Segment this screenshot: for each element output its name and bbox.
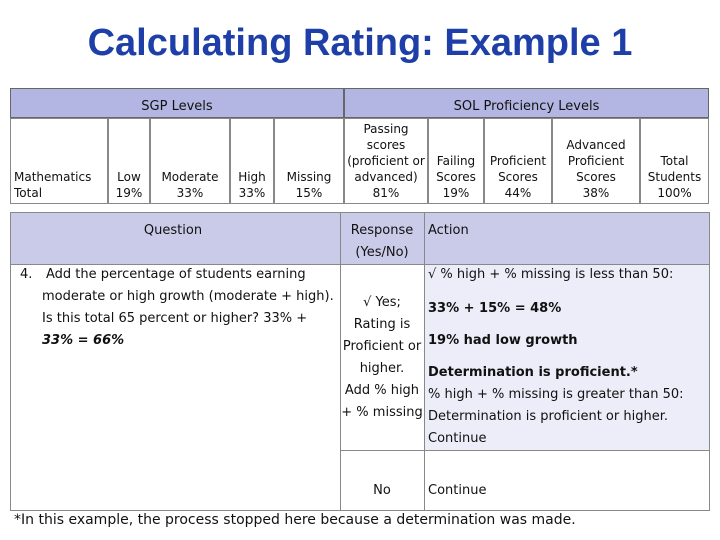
response-yes-line: Add % high [344, 383, 420, 398]
footnote: *In this example, the process stopped he… [14, 512, 576, 528]
col-value: 81% [372, 186, 400, 200]
question-line: moderate or high growth (moderate + high… [42, 289, 334, 304]
question-header-cell [10, 213, 340, 264]
row-label-line: Total [14, 186, 43, 200]
section-divider [10, 212, 710, 213]
col-label: Advanced [566, 138, 626, 152]
col-value: 100% [657, 186, 692, 200]
sol-total: Total Students 100% [640, 118, 709, 204]
response-header-line: Response [350, 223, 414, 238]
col-label: advanced) [354, 170, 418, 184]
action-yes-cell [424, 264, 710, 450]
col-value: 19% [442, 186, 470, 200]
action-line: Determination is proficient or higher. [428, 409, 668, 424]
sol-levels-label: SOL Proficiency Levels [453, 99, 600, 114]
action-line: √ % high + % missing is less than 50: [428, 267, 674, 282]
column-divider [340, 213, 341, 510]
question-line: Add the percentage of students earning [46, 267, 306, 282]
sol-passing: Passing scores (proficient or advanced) … [344, 118, 428, 204]
col-label: Proficient [567, 154, 625, 168]
row-divider [340, 450, 710, 451]
column-divider [10, 213, 11, 510]
sgp-levels-label: SGP Levels [141, 99, 213, 114]
column-divider [709, 213, 710, 510]
col-label: Missing [286, 170, 332, 184]
response-header-cell [340, 213, 424, 264]
page-title: Calculating Rating: Example 1 [87, 22, 633, 64]
question-number: 4. [20, 267, 33, 282]
sol-proficient: Proficient Scores 44% [484, 118, 552, 204]
action-line: 33% + 15% = 48% [428, 301, 562, 316]
response-no: No [373, 483, 391, 498]
col-value: 19% [115, 186, 143, 200]
col-label: scores [366, 138, 406, 152]
sol-levels-header: SOL Proficiency Levels [344, 88, 709, 118]
action-line: 19% had low growth [428, 333, 578, 348]
col-value: 38% [582, 186, 610, 200]
response-yes-line: + % missing [341, 405, 423, 420]
col-label: (proficient or [347, 154, 425, 168]
sol-failing: Failing Scores 19% [428, 118, 484, 204]
col-label: Passing [363, 122, 409, 136]
action-header: Action [428, 223, 469, 238]
sgp-moderate: Moderate 33% [150, 118, 230, 204]
action-line: Continue [428, 431, 487, 446]
col-label: Total [660, 154, 689, 168]
response-yes-line: Rating is [353, 317, 411, 332]
sol-advanced: Advanced Proficient Scores 38% [552, 118, 640, 204]
col-label: Students [647, 170, 702, 184]
row-divider [10, 510, 710, 511]
col-label: Scores [436, 170, 476, 184]
col-label: High [238, 170, 266, 184]
row-label-line: Mathematics [14, 170, 92, 184]
response-yes-line: Proficient or [342, 339, 422, 354]
column-divider [424, 213, 425, 510]
row-label: Mathematics Total [10, 118, 108, 204]
row-divider [10, 264, 710, 265]
question-header: Question [143, 223, 203, 238]
sgp-low: Low 19% [108, 118, 150, 204]
col-label: Scores [498, 170, 538, 184]
sgp-high: High 33% [230, 118, 274, 204]
response-header-line: (Yes/No) [355, 245, 409, 260]
sgp-missing: Missing 15% [274, 118, 344, 204]
response-yes-line: √ Yes; [363, 295, 401, 310]
action-line: % high + % missing is greater than 50: [428, 387, 684, 402]
col-label: Low [117, 170, 141, 184]
question-line: 33% = 66% [42, 333, 125, 348]
col-label: Moderate [161, 170, 219, 184]
col-label: Failing [436, 154, 476, 168]
col-value: 15% [295, 186, 323, 200]
action-no: Continue [428, 483, 487, 498]
action-line: Determination is proficient.* [428, 365, 638, 380]
action-header-cell [424, 213, 710, 264]
question-line: Is this total 65 percent or higher? 33% … [42, 311, 308, 326]
response-yes-line: higher. [359, 361, 405, 376]
col-value: 33% [176, 186, 204, 200]
col-value: 44% [504, 186, 532, 200]
col-label: Proficient [489, 154, 547, 168]
col-label: Scores [576, 170, 616, 184]
col-value: 33% [238, 186, 266, 200]
sgp-levels-header: SGP Levels [10, 88, 344, 118]
